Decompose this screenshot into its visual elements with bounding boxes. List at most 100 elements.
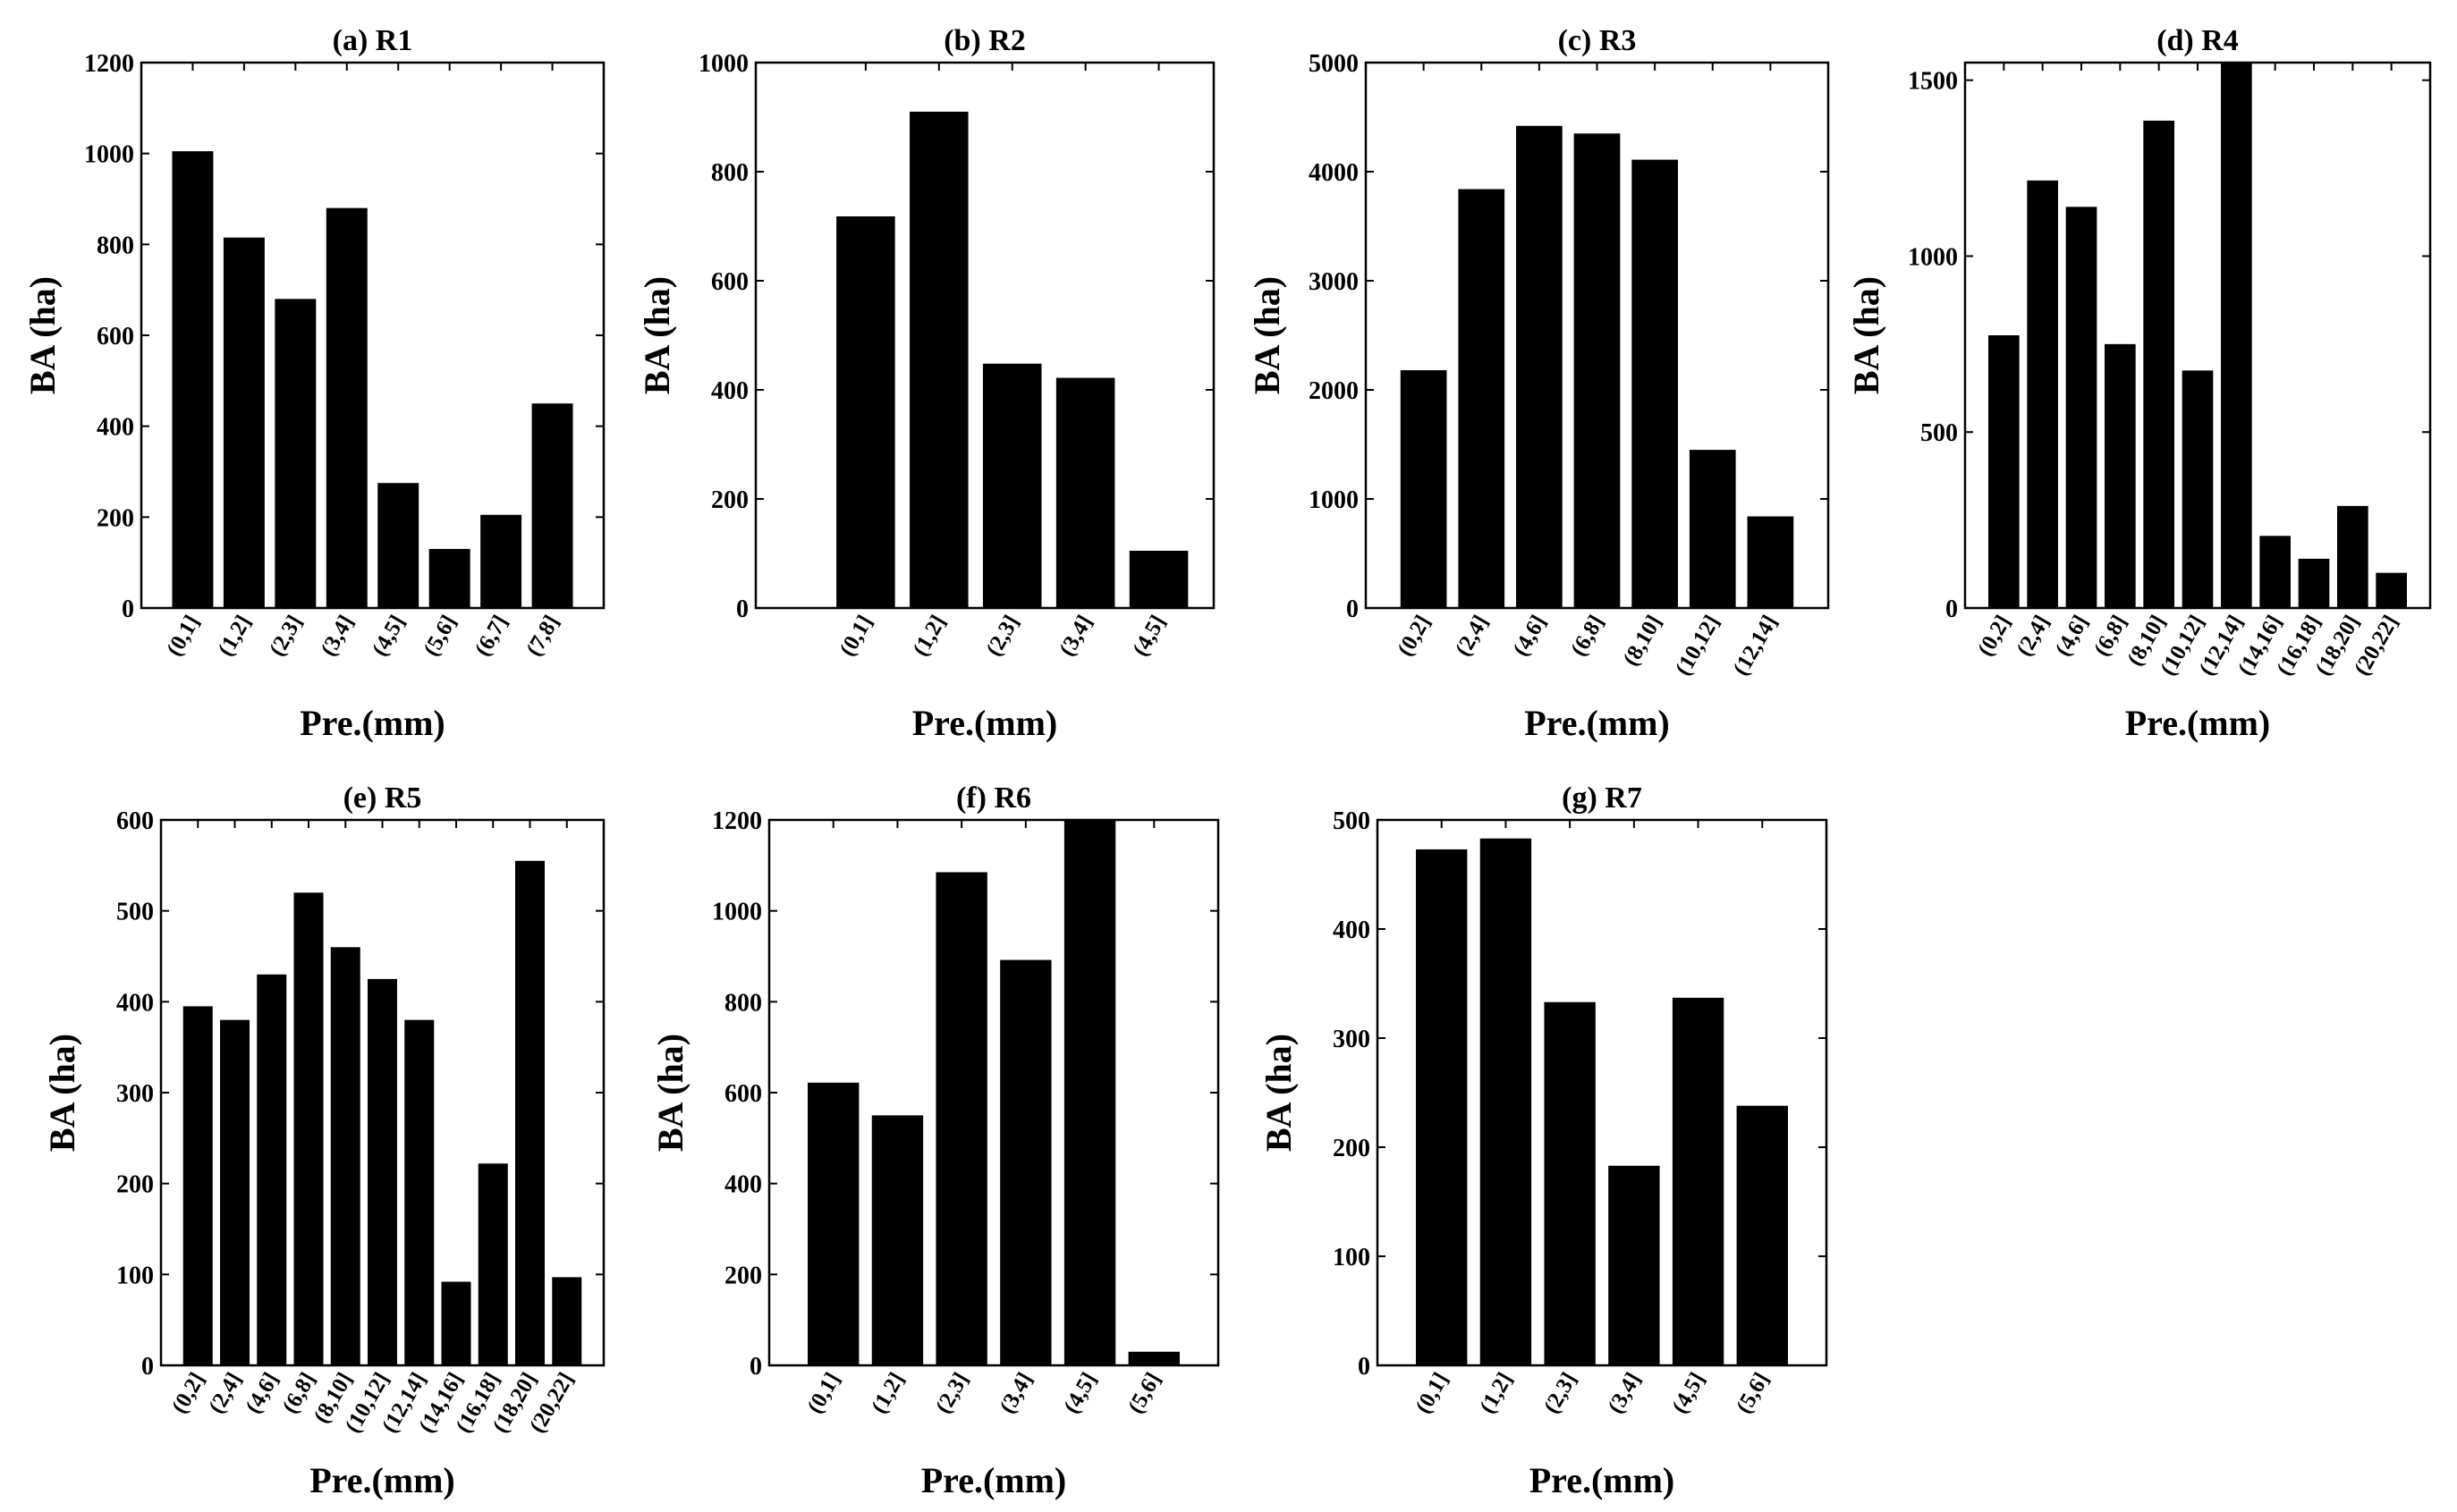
x-axis-label-d: Pre.(mm) [2125,703,2271,743]
panel-b-r2: 0 200 400 600 800 1000 (0,1] (1,2] (2,3] (3,4] (4,… [635,13,1232,751]
ytick-label-g-2: 200 [1333,1135,1370,1162]
ytick-label-a-6: 1200 [84,50,134,78]
bars-g [1416,838,1788,1365]
y-axis-label-f: BA (ha) [650,1034,691,1152]
bar-c-3 [1573,133,1621,608]
bar-e-7 [441,1281,471,1365]
bar-chart-d: 050010001500(0,2](2,4](4,6](6,8](8,10](1… [1846,24,2432,743]
bar-g-2 [1544,1001,1596,1365]
panel-d-r4: 0 500 1000 1500 (0,2] (2,4] (4,6] (6,8] (8,10] (1… [1844,13,2448,751]
ytick-label-e-6: 600 [116,807,154,835]
xtick-label-e-2: (4,6] [241,1369,284,1418]
ytick-label-a-4: 800 [97,232,134,259]
bar-f-0 [808,1082,860,1365]
ytick-label-a-0: 0 [122,596,134,623]
y-axis-label-c: BA (ha) [1247,276,1287,394]
ytick-label-a-3: 600 [97,323,134,351]
chart-title-g: (g) R7 [1562,781,1642,815]
bar-a-6 [480,514,522,608]
bar-b-0 [836,216,895,608]
bar-b-3 [1055,377,1115,608]
xtick-label-b-3: (3,4] [1055,612,1097,661]
bar-f-1 [871,1115,924,1365]
xtick-label-b-4: (4,5] [1128,612,1170,661]
bar-d-6 [2221,63,2252,608]
xtick-label-d-1: (2,4] [2012,612,2055,661]
bar-d-2 [2065,207,2097,608]
bar-c-5 [1689,450,1736,608]
ytick-label-e-5: 500 [116,899,154,926]
x-axis-label-b: Pre.(mm) [912,703,1058,743]
bar-chart-f: 0 200 400 600 800 1000 1200 (0,1] (1,2] (2,3] (3,4… [650,781,1220,1500]
x-axis-label-g: Pre.(mm) [1529,1460,1675,1500]
xtick-label-g-5: (5,6] [1732,1369,1774,1418]
ytick-label-b-5: 1000 [699,50,749,78]
bar-c-4 [1631,159,1678,608]
bar-f-3 [1000,959,1052,1365]
chart-title-c: (c) R3 [1558,24,1637,57]
ytick-label-f-3: 600 [724,1080,762,1108]
bar-d-7 [2259,536,2291,608]
bar-chart-b: 0 200 400 600 800 1000 (0,1] (1,2] (2,3] (3,4] (4,… [637,24,1216,743]
xtick-label-a-5: (5,6] [419,612,462,661]
bar-chart-g: 0 100 200 300 400 500 (0,1] (1,2] (2,3] (3,4] (4,5… [1258,781,1828,1500]
xtick-label-f-2: (2,3] [931,1369,973,1418]
bar-b-1 [910,111,969,608]
bar-f-2 [936,872,987,1365]
bar-e-4 [330,947,360,1365]
bar-d-9 [2337,505,2368,608]
bar-chart-e: 0100200300400500600(0,2](2,4](4,6](6,8](… [42,781,606,1500]
xtick-label-c-1: (2,4] [1451,612,1493,661]
bar-e-3 [293,892,324,1365]
xtick-label-a-3: (3,4] [317,612,359,661]
x-axis-label-a: Pre.(mm) [300,703,445,743]
xtick-label-g-0: (0,1] [1411,1369,1453,1418]
xtick-label-f-5: (5,6] [1123,1369,1165,1418]
ytick-label-d-2: 1000 [1908,243,1958,271]
bar-e-10 [552,1277,582,1365]
bar-d-1 [2027,180,2058,608]
plot-frame-b [754,61,1216,610]
ytick-label-e-1: 100 [116,1262,154,1289]
ytick-label-d-3: 1500 [1908,68,1958,96]
bar-a-7 [531,403,573,608]
bar-g-0 [1416,849,1468,1365]
x-axis-label-f: Pre.(mm) [921,1460,1067,1500]
bar-g-5 [1736,1105,1788,1365]
chart-title-a: (a) R1 [333,24,413,57]
bar-c-1 [1458,189,1505,608]
xtick-label-d-2: (4,6] [2051,612,2093,661]
panel-g-r7: 0 100 200 300 400 500 (0,1] (1,2] (2,3] (3,4] (4,5… [1257,771,1844,1508]
ytick-label-f-1: 200 [724,1262,762,1289]
ytick-label-d-1: 500 [1920,419,1958,447]
xtick-label-c-0: (0,2] [1393,612,1435,661]
xtick-label-a-0: (0,1] [162,612,204,661]
chart-title-b: (b) R2 [944,24,1026,57]
xtick-label-f-1: (1,2] [867,1369,909,1418]
xtick-label-g-3: (3,4] [1604,1369,1646,1418]
x-axis-label-e: Pre.(mm) [309,1460,455,1500]
bar-g-1 [1479,838,1532,1365]
bar-e-1 [220,1019,250,1365]
bar-c-0 [1400,370,1447,608]
xtick-label-c-3: (6,8] [1566,612,1608,661]
ytick-label-g-1: 100 [1333,1244,1370,1271]
xtick-label-c-2: (4,6] [1509,612,1551,661]
ytick-label-e-2: 200 [116,1171,154,1199]
xtick-label-a-2: (2,3] [265,612,307,661]
bars-f [808,820,1180,1365]
xtick-label-b-2: (2,3] [982,612,1024,661]
chart-title-d: (d) R4 [2156,24,2239,57]
xtick-label-g-1: (1,2] [1475,1369,1517,1418]
bar-a-0 [172,151,214,608]
bar-a-1 [223,237,265,608]
panel-a-r1: 0 200 400 600 800 1000 1200 (0,1] (1,2] (2,3] (3,4… [21,13,622,751]
ytick-label-a-2: 400 [97,414,134,442]
bar-a-4 [377,483,419,608]
xtick-label-e-0: (0,2] [167,1369,209,1418]
xtick-label-f-0: (0,1] [803,1369,845,1418]
ytick-label-b-0: 0 [736,596,749,623]
bar-b-4 [1129,550,1189,608]
xtick-label-a-1: (1,2] [214,612,256,661]
ytick-label-f-6: 1200 [712,807,762,835]
